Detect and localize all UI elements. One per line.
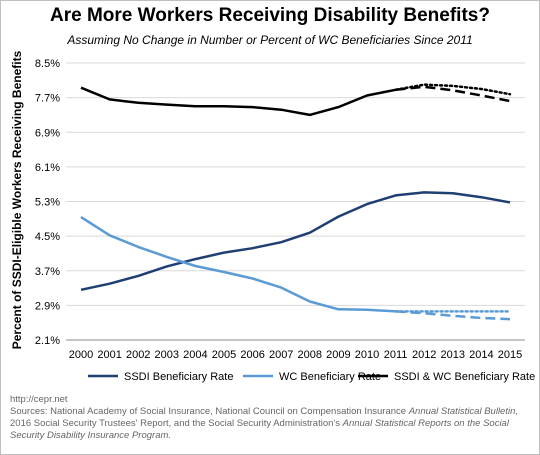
y-tick-label: 2.1% [35, 335, 60, 347]
x-tick-label: 2005 [212, 349, 236, 361]
sources-line2-italic: Annual Statistical Reports on the Social [342, 418, 509, 429]
y-tick-label: 7.7% [35, 93, 60, 105]
y-axis-label: Percent of SSDI-Eligible Workers Receivi… [10, 50, 24, 349]
x-tick-label: 2003 [155, 349, 179, 361]
x-tick-label: 2009 [326, 349, 350, 361]
x-tick-label: 2013 [441, 349, 465, 361]
sources-line1-italic: Annual Statistical Bulletin, [408, 406, 519, 417]
x-tick-label: 2001 [97, 349, 121, 361]
source-url: http://cepr.net [10, 394, 68, 405]
sources-line1: Sources: National Academy of Social Insu… [10, 406, 409, 417]
x-tick-label: 2004 [183, 349, 207, 361]
series-line [80, 86, 396, 117]
x-tick-label: 2000 [69, 349, 93, 361]
legend-label: SSDI & WC Beneficiary Rate [394, 371, 535, 383]
x-tick-label: 2006 [240, 349, 264, 361]
y-tick-label: 2.9% [35, 300, 60, 312]
legend-label: SSDI Beneficiary Rate [124, 371, 233, 383]
x-tick-label: 2008 [298, 349, 322, 361]
axes: 8.5% 7.7% 6.9% 6.1% 5.3% 4.5% 3.7% 2.9% 2.1% 2000… [35, 58, 525, 361]
sources-line2: 2016 Social Security Trustees' Report, a… [10, 418, 343, 429]
x-tick-label: 2007 [269, 349, 293, 361]
x-tick-label: 2012 [412, 349, 436, 361]
series-line [394, 83, 512, 96]
x-tick-label: 2011 [384, 349, 408, 361]
y-tick-label: 3.7% [35, 266, 60, 278]
chart-subtitle: Assuming No Change in Number or Percent … [67, 33, 473, 47]
legend: SSDI Beneficiary Rate WC Beneficiary Rate… [88, 371, 535, 383]
chart-title: Are More Workers Receiving Disability Be… [50, 5, 490, 26]
sources-line3-italic: Security Disability Insurance Program. [10, 430, 172, 441]
series-line [80, 216, 396, 313]
x-tick-label: 2014 [469, 349, 493, 361]
y-tick-label: 8.5% [35, 58, 60, 70]
series-line [395, 310, 511, 321]
series-line [395, 85, 511, 103]
series-lines [80, 83, 512, 321]
x-tick-label: 2002 [126, 349, 150, 361]
footer: http://cepr.net Sources: National Academ… [10, 394, 532, 442]
y-tick-label: 4.5% [35, 231, 60, 243]
x-tick-label: 2010 [355, 349, 379, 361]
legend-label: WC Beneficiary Rate [279, 371, 381, 383]
gridlines [66, 62, 525, 306]
y-tick-label: 6.9% [35, 127, 60, 139]
y-tick-label: 5.3% [35, 197, 60, 209]
y-tick-label: 6.1% [35, 162, 60, 174]
sources-text: Sources: National Academy of Social Insu… [10, 406, 532, 442]
series-line [80, 191, 511, 292]
x-tick-label: 2015 [498, 349, 522, 361]
